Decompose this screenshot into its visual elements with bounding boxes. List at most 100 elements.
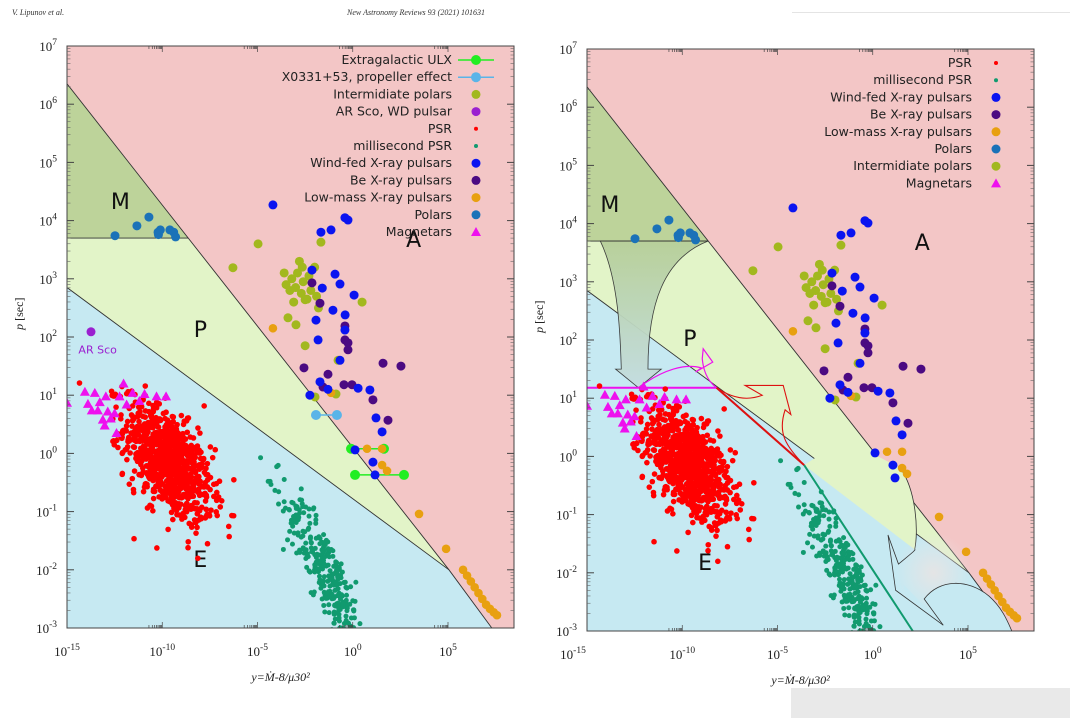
windfed-point bbox=[313, 335, 323, 345]
msp-point bbox=[344, 592, 350, 598]
legend-marker bbox=[471, 175, 481, 185]
legend-marker bbox=[471, 89, 481, 99]
psr-point bbox=[649, 406, 656, 412]
psr-point bbox=[126, 481, 133, 487]
ip-point bbox=[281, 280, 291, 290]
psr-point bbox=[188, 521, 195, 528]
region-label-M: M bbox=[600, 193, 619, 218]
ip-point bbox=[291, 320, 301, 330]
psr-point bbox=[686, 450, 692, 456]
psr-point bbox=[168, 438, 175, 445]
psr-point bbox=[684, 459, 691, 465]
psr-point bbox=[693, 429, 700, 435]
psr-point bbox=[158, 494, 164, 501]
windfed-point bbox=[370, 470, 380, 480]
psr-point bbox=[704, 508, 711, 515]
psr-point bbox=[207, 474, 214, 481]
psr-point bbox=[656, 421, 662, 428]
y-axis-label: p [sec] bbox=[532, 301, 546, 334]
psr-point bbox=[692, 507, 699, 513]
psr-point bbox=[723, 509, 729, 516]
x-tick-label: 100 bbox=[864, 646, 882, 662]
psr-point bbox=[166, 434, 172, 441]
legend-marker bbox=[471, 107, 481, 117]
msp-point bbox=[332, 603, 338, 609]
psr-point bbox=[662, 386, 669, 392]
psr-point bbox=[150, 495, 157, 502]
msp-point bbox=[290, 500, 296, 506]
psr-point bbox=[665, 442, 671, 448]
ip-point bbox=[820, 344, 830, 354]
windfed-point bbox=[825, 393, 835, 403]
lmxb-point bbox=[961, 547, 971, 557]
windfed-point bbox=[836, 230, 846, 240]
msp-point bbox=[863, 600, 869, 606]
msp-point bbox=[286, 507, 292, 513]
psr-point bbox=[207, 444, 214, 450]
psr-point bbox=[136, 424, 143, 430]
psr-point bbox=[153, 448, 159, 455]
psr-point bbox=[151, 459, 157, 466]
msp-point bbox=[814, 553, 820, 559]
legend-label: Magnetars bbox=[386, 224, 452, 239]
lmxb-point bbox=[268, 323, 278, 333]
ulx-point bbox=[398, 469, 409, 480]
msp-point bbox=[854, 566, 860, 572]
psr-point bbox=[656, 427, 663, 433]
magnetar-point bbox=[631, 431, 642, 441]
msp-point bbox=[856, 621, 862, 627]
plot-area: M P A E AR Sco bbox=[67, 46, 514, 628]
windfed-point bbox=[835, 380, 845, 390]
magnetar-point bbox=[625, 416, 636, 426]
y-axis-label: p [sec] bbox=[12, 298, 26, 331]
msp-point bbox=[333, 580, 339, 586]
msp-point bbox=[801, 502, 807, 508]
psr-point bbox=[713, 533, 719, 539]
magnetar-point bbox=[638, 381, 649, 391]
y-tick-label: 105 bbox=[559, 157, 577, 173]
legend-marker bbox=[471, 55, 481, 65]
polar-point bbox=[630, 234, 640, 244]
msp-point bbox=[334, 569, 340, 575]
psr-point bbox=[663, 485, 670, 491]
psr-point bbox=[119, 450, 126, 457]
y-tick-label: 107 bbox=[39, 38, 57, 54]
msp-point bbox=[334, 563, 340, 569]
magnetar-point bbox=[134, 396, 145, 406]
magnetar-point bbox=[161, 391, 172, 401]
windfed-point bbox=[870, 448, 880, 458]
psr-point bbox=[123, 390, 130, 397]
psr-point bbox=[658, 448, 664, 455]
msp-point bbox=[877, 624, 883, 630]
msp-point bbox=[831, 508, 837, 514]
windfed-point bbox=[340, 213, 350, 223]
msp-point bbox=[833, 520, 839, 526]
msp-point bbox=[818, 537, 824, 543]
msp-point bbox=[330, 553, 336, 559]
msp-point bbox=[832, 572, 838, 578]
psr-point bbox=[707, 437, 714, 443]
lmxb-point bbox=[377, 444, 387, 454]
windfed-point bbox=[316, 227, 326, 237]
psr-point bbox=[710, 454, 716, 461]
psr-point bbox=[162, 462, 168, 469]
psr-point bbox=[670, 491, 677, 498]
psr-point bbox=[165, 419, 171, 426]
lmxb-point bbox=[382, 466, 392, 476]
psr-point bbox=[708, 524, 715, 531]
ip-point bbox=[832, 294, 842, 304]
y-tick-label: 10-2 bbox=[36, 562, 57, 578]
magnetar-point bbox=[617, 417, 628, 427]
ip-point bbox=[817, 265, 827, 275]
psr-point bbox=[165, 498, 171, 504]
legend-marker bbox=[991, 92, 1001, 102]
psr-point bbox=[169, 413, 176, 420]
x-tick-label: 10-5 bbox=[247, 643, 268, 659]
psr-point bbox=[204, 540, 211, 547]
psr-point bbox=[131, 444, 137, 450]
magnetar-point bbox=[139, 389, 150, 399]
legend-label: Low-mass X-ray pulsars bbox=[304, 190, 452, 205]
msp-point bbox=[828, 543, 834, 549]
psr-point bbox=[673, 486, 679, 492]
psr-point bbox=[134, 449, 141, 456]
